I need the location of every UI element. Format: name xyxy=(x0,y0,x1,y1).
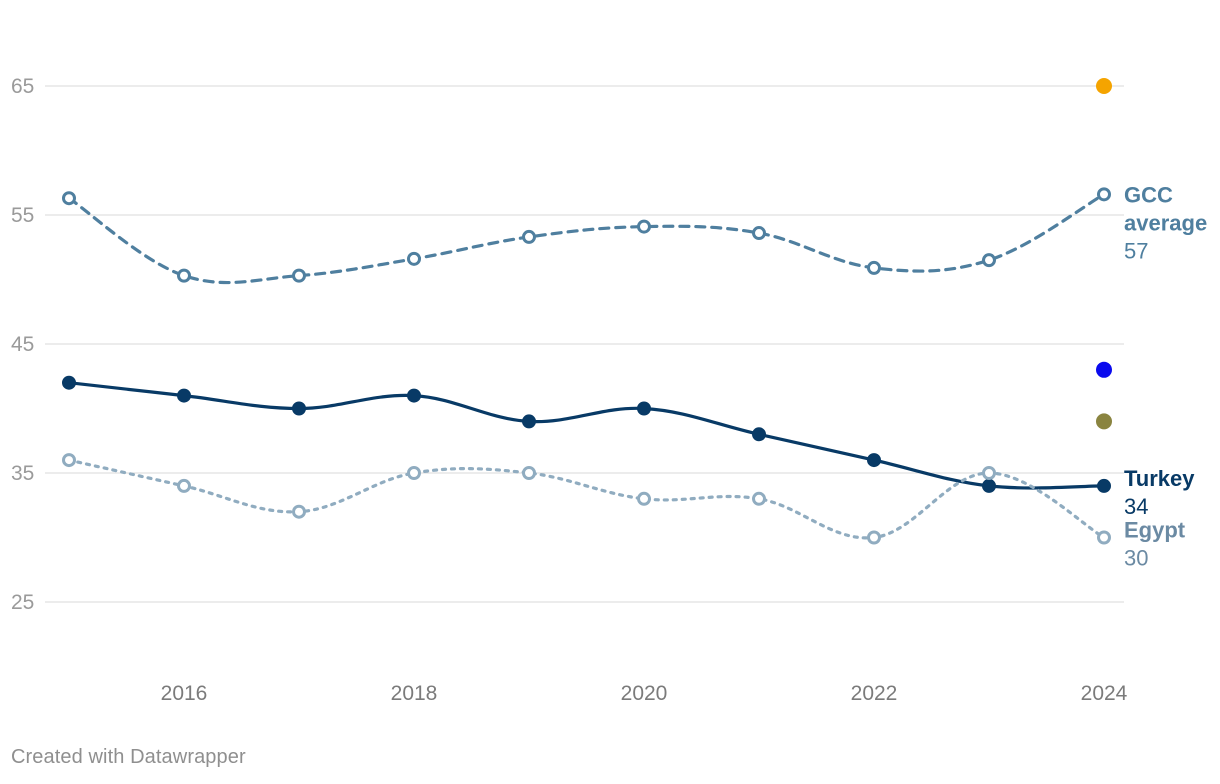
y-tick-label: 35 xyxy=(11,462,34,485)
data-point-turkey xyxy=(177,388,191,403)
x-axis-tick-labels: 2016 2018 2020 2022 2024 xyxy=(161,682,1128,705)
data-point-turkey xyxy=(407,388,421,403)
data-point-turkey xyxy=(982,478,996,493)
y-tick-label: 45 xyxy=(11,333,34,356)
data-point-egypt xyxy=(407,466,421,480)
x-tick-label: 2022 xyxy=(851,682,898,705)
data-point-turkey xyxy=(62,375,76,390)
extra-point-2 xyxy=(1096,361,1112,378)
series-label-turkey: Turkey xyxy=(1124,466,1195,491)
data-point-egypt xyxy=(752,491,766,506)
y-tick-label: 55 xyxy=(11,204,34,227)
data-point-turkey xyxy=(752,427,766,442)
data-point-gcc-average xyxy=(177,268,191,283)
data-point-egypt xyxy=(1097,530,1111,545)
series-label-gcc-average: average xyxy=(1124,210,1207,235)
series-label-gcc-average: GCC xyxy=(1124,182,1173,207)
data-point-gcc-average xyxy=(867,260,881,275)
chart-credit: Created with Datawrapper xyxy=(11,746,246,768)
data-point-turkey xyxy=(867,453,881,468)
data-point-egypt xyxy=(177,478,191,493)
y-axis-tick-labels: 25 35 45 55 65 xyxy=(11,75,34,614)
series-value-label-gcc-average: 57 xyxy=(1124,238,1148,263)
data-point-egypt xyxy=(62,453,76,468)
series-lines xyxy=(67,192,1106,540)
x-tick-label: 2024 xyxy=(1081,682,1128,705)
data-point-egypt xyxy=(982,466,996,480)
series-line-gcc-average xyxy=(67,192,1106,285)
data-point-turkey xyxy=(637,401,651,416)
data-point-turkey xyxy=(522,414,536,429)
series-label-egypt: Egypt xyxy=(1124,518,1186,543)
data-point-gcc-average xyxy=(522,229,536,244)
extra-point-3 xyxy=(1096,413,1112,430)
y-tick-label: 25 xyxy=(11,591,34,614)
data-point-egypt xyxy=(522,466,536,480)
data-point-gcc-average xyxy=(1097,187,1111,202)
series-points xyxy=(62,187,1111,545)
series-value-label-turkey: 34 xyxy=(1124,494,1148,519)
data-point-egypt xyxy=(637,491,651,506)
gridlines xyxy=(45,85,1124,603)
data-point-egypt xyxy=(292,504,306,519)
series-value-label-egypt: 30 xyxy=(1124,546,1148,571)
x-tick-label: 2020 xyxy=(621,682,668,705)
series-line-turkey xyxy=(67,381,1106,490)
data-point-turkey xyxy=(292,401,306,416)
x-tick-label: 2016 xyxy=(161,682,208,705)
data-point-gcc-average xyxy=(752,226,766,241)
data-point-egypt xyxy=(867,530,881,545)
data-point-gcc-average xyxy=(62,191,76,206)
data-point-gcc-average xyxy=(982,253,996,268)
data-point-turkey xyxy=(1097,478,1111,493)
extra-points xyxy=(1096,78,1112,430)
data-point-gcc-average xyxy=(407,251,421,266)
series-line-egypt xyxy=(67,458,1106,540)
y-tick-label: 65 xyxy=(11,75,34,98)
extra-point-1 xyxy=(1096,78,1112,94)
data-point-gcc-average xyxy=(637,219,651,234)
x-tick-label: 2018 xyxy=(391,682,438,705)
data-point-gcc-average xyxy=(292,268,306,283)
